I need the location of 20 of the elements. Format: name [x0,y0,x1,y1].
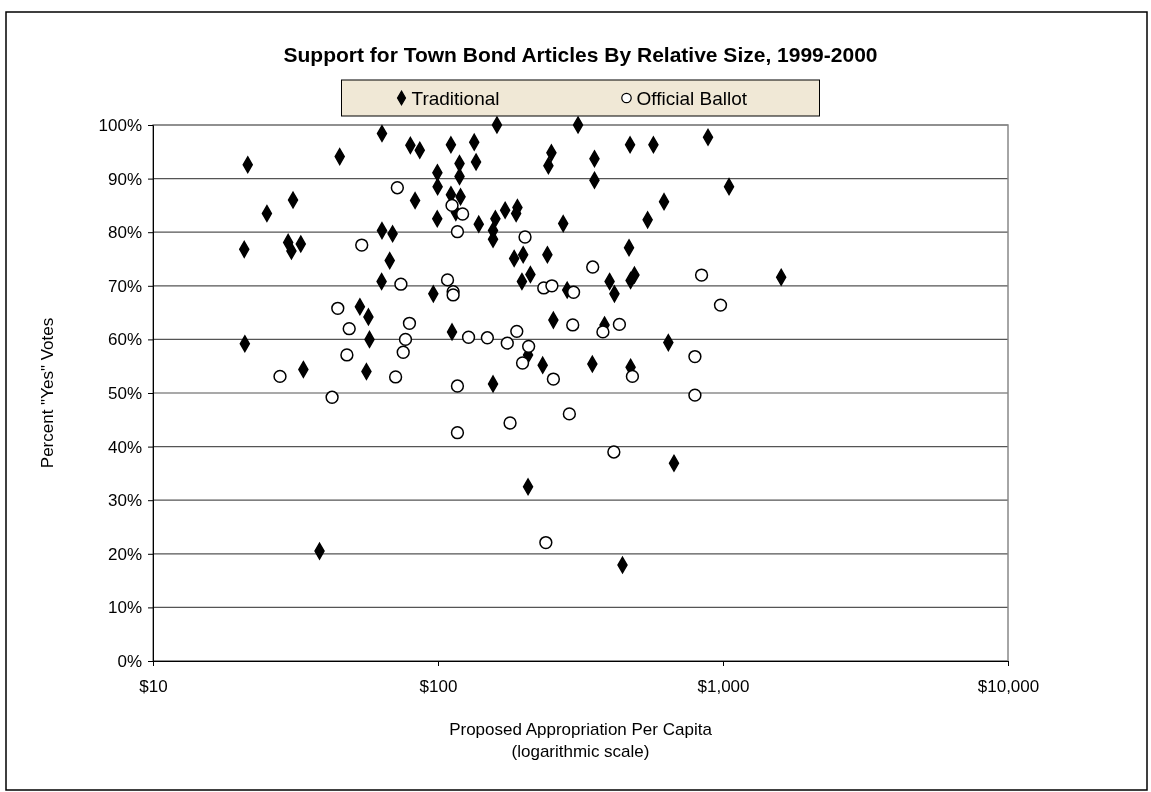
x-tick-label: $10 [139,677,168,697]
y-tick-label: 50% [107,383,142,403]
y-tick-label: 20% [107,544,142,564]
y-tick-label: 70% [107,276,142,296]
y-axis-title: Percent "Yes" Votes [38,317,57,469]
y-tick-label: 90% [107,169,142,189]
legend-label: Official Ballot [636,88,748,109]
x-tick-label: $100 [419,677,458,697]
legend-label: Traditional [411,88,500,109]
y-tick-label: 100% [98,115,142,135]
y-tick-label: 40% [107,437,142,457]
x-axis-title: Proposed Appropriation Per Capita (logarithmic scale) [449,720,713,761]
x-tick-label: $10,000 [977,677,1040,697]
y-tick-label: 80% [107,223,142,243]
chart-title: Support for Town Bond Articles By Relative Size, 1999-2000 [283,43,878,66]
y-tick-label: 60% [107,330,142,350]
x-tick-label: $1,000 [697,677,750,697]
y-tick-label: 30% [107,491,142,511]
y-tick-label: 0% [117,651,142,671]
y-tick-label: 10% [107,598,142,618]
